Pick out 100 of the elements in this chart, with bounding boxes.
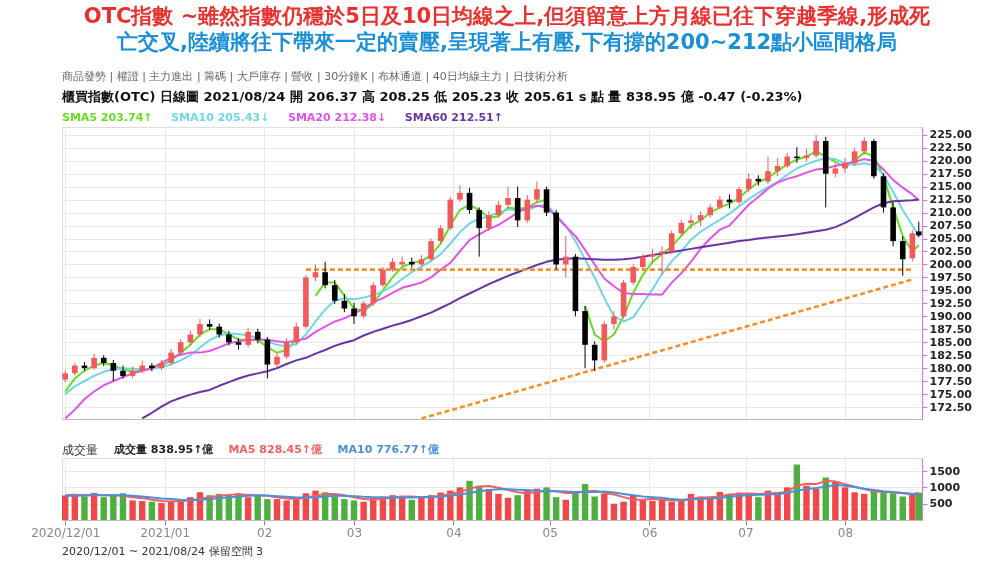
bar <box>552 497 560 520</box>
candlestick <box>331 279 338 305</box>
bar <box>668 501 675 520</box>
text: SMA5 203.74↑ <box>62 111 153 124</box>
x-tick-label: 2021/01 <box>140 525 191 540</box>
candlestick <box>370 281 377 307</box>
y-tick-label: 190.00 <box>929 309 973 323</box>
y-tick-label: 197.50 <box>929 270 973 284</box>
text: MA10 776.77↑億 <box>337 443 440 456</box>
bar <box>803 485 810 520</box>
y-tick-label: 177.50 <box>929 374 973 388</box>
text: SMA60 212.51↑ <box>404 111 503 124</box>
bar <box>129 500 136 520</box>
bar <box>610 503 618 520</box>
bar <box>148 501 156 520</box>
candlestick <box>197 318 203 338</box>
y-tick-label: 1500 <box>929 464 961 478</box>
y-tick-label: 217.50 <box>929 167 973 181</box>
y-tick-label: 500 <box>929 497 953 511</box>
bar <box>273 499 281 520</box>
candlestick <box>842 157 848 174</box>
bar <box>909 494 916 520</box>
y-tick-label: 207.50 <box>929 219 973 233</box>
x-tick-label: 04 <box>446 525 462 540</box>
x-tick-label: 06 <box>642 525 658 540</box>
candlestick <box>851 147 858 167</box>
bar <box>81 496 88 520</box>
candlestick <box>428 238 434 262</box>
candlestick <box>341 293 348 313</box>
bar <box>341 499 348 520</box>
bar <box>861 493 868 520</box>
text: SMA20 212.38↓ <box>288 111 387 124</box>
bar <box>360 501 367 520</box>
y-tick-label: 222.50 <box>929 141 973 155</box>
bar <box>398 497 406 520</box>
bar <box>504 497 512 520</box>
candlestick <box>899 235 906 277</box>
y-tick-label: 192.50 <box>929 296 973 310</box>
candlestick <box>630 263 636 286</box>
chart-subtitle: 櫃買指數(OTC) 日線圖 2021/08/24 開 206.37 高 208.25 低 205.23 收 205.61 s 點 量 838.95 億 -0.47 (-0.23%) <box>61 89 803 104</box>
candlestick <box>736 186 742 206</box>
x-tick-label: 2020/12/01 <box>31 525 101 540</box>
text: MA5 828.45↑億 <box>228 443 324 456</box>
bar <box>899 496 906 520</box>
bar <box>755 497 762 520</box>
bar <box>562 499 570 520</box>
bar <box>331 496 338 520</box>
text: 商品發勢 | 權證 | 主力進出 | 籌碼 | 大戶庫存 | 營收 | 30分鐘K | 布林通道 | 40日均線主力 | 日技術分析 <box>62 70 568 83</box>
x-tick-label: 08 <box>837 525 854 540</box>
bar <box>678 499 685 520</box>
bar <box>812 489 820 520</box>
candlestick <box>745 172 752 193</box>
candlestick <box>659 245 665 276</box>
bar <box>543 487 550 520</box>
y-tick-label: 205.00 <box>929 232 973 246</box>
bar <box>495 493 502 520</box>
bar <box>880 491 887 520</box>
bar <box>649 501 656 520</box>
candlestick <box>380 266 386 288</box>
bar <box>851 492 858 520</box>
bar <box>601 493 608 520</box>
bar <box>110 495 117 520</box>
bar <box>139 501 146 520</box>
x-tick-label: 02 <box>257 525 273 540</box>
x-tick-label: 05 <box>542 525 558 540</box>
y-tick-label: 172.50 <box>929 400 973 414</box>
y-tick-label: 187.50 <box>929 322 973 336</box>
bar <box>158 503 165 520</box>
y-tick-label: 215.00 <box>929 180 973 194</box>
text: SMA10 205.43↓ <box>171 111 270 124</box>
y-tick-label: 220.00 <box>929 154 973 168</box>
bar <box>100 497 107 520</box>
candlestick <box>813 134 819 159</box>
candlestick <box>563 235 569 278</box>
chart-title: OTC指數 ~雖然指數仍穩於5日及10日均線之上,但須留意上方月線已往下穿越季線,形成死亡交叉,陸續將往下帶來一定的賣壓,呈現著上有壓,下有撐的200~212點小區間格局 <box>83 4 932 54</box>
text: 2020/12/01 ~ 2021/08/24 保留空間 3 <box>62 545 264 558</box>
x-tick-label: 03 <box>346 525 363 540</box>
bar <box>244 497 252 520</box>
bar <box>350 500 358 520</box>
bar <box>62 495 69 520</box>
bar <box>418 497 425 520</box>
bar <box>572 492 579 520</box>
y-tick-label: 195.00 <box>929 283 973 297</box>
candlestick <box>293 322 300 345</box>
candlestick <box>765 156 771 185</box>
candlestick <box>524 194 531 224</box>
candlestick <box>534 180 540 203</box>
candlestick <box>543 186 550 217</box>
candlestick <box>110 359 117 382</box>
bar <box>841 487 849 520</box>
candlestick <box>283 337 290 360</box>
chart-title: 成交量 <box>62 443 98 457</box>
bar <box>167 501 175 520</box>
candlestick <box>688 214 694 230</box>
candlestick <box>351 302 357 325</box>
x-tick-label: 07 <box>738 525 754 540</box>
bar <box>408 499 415 520</box>
y-tick-label: 185.00 <box>929 335 973 349</box>
y-tick-label: 180.00 <box>929 361 973 375</box>
candlestick <box>668 230 675 255</box>
